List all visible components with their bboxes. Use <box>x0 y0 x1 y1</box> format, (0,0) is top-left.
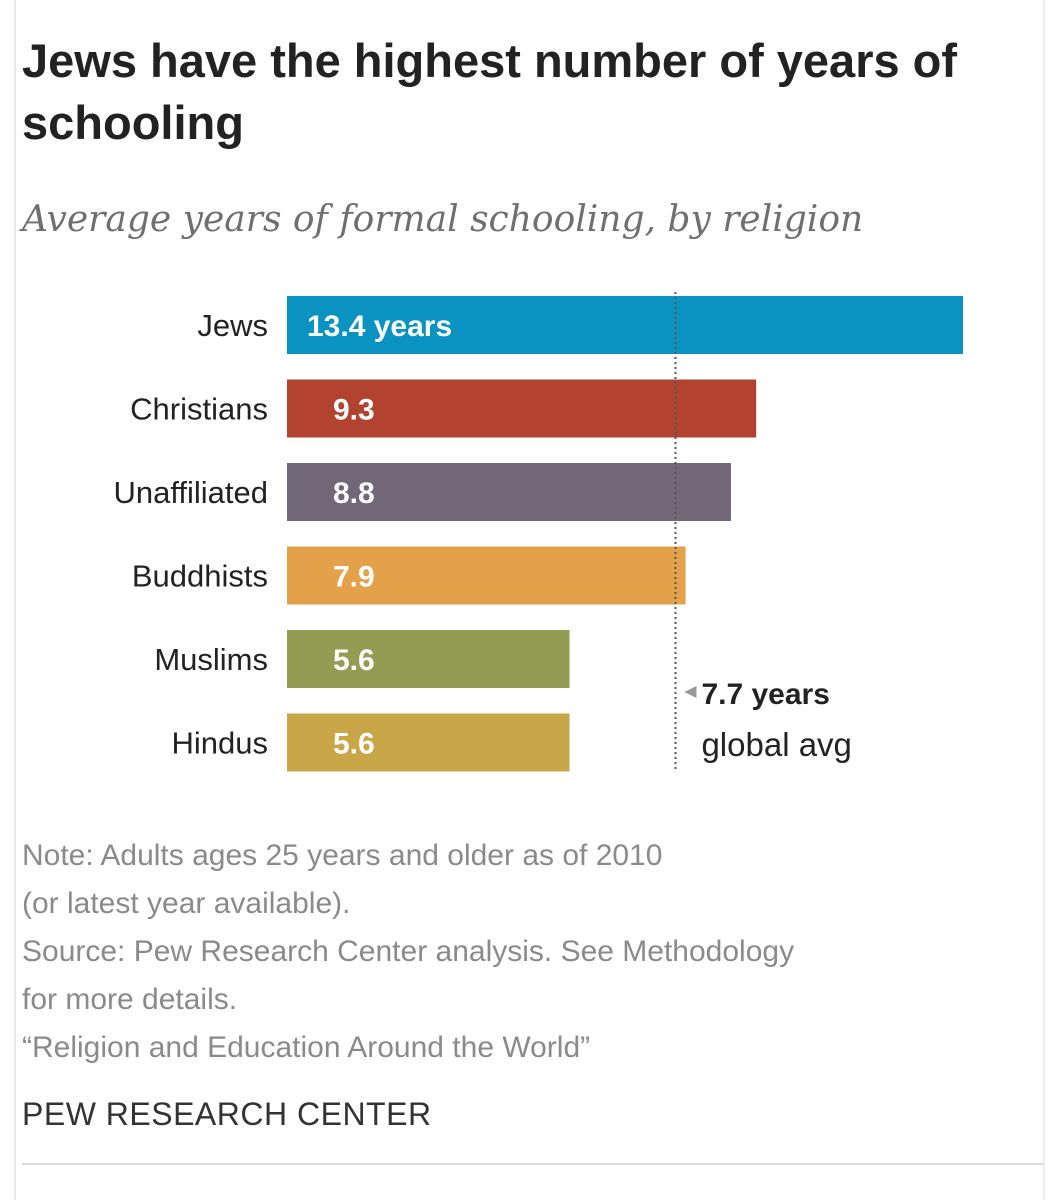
value-label: 5.6 <box>333 728 375 761</box>
bar-muslims <box>287 630 570 688</box>
category-label: Christians <box>130 392 268 427</box>
frame-left-border <box>14 0 16 1200</box>
value-label: 5.6 <box>333 644 375 677</box>
value-label: 8.8 <box>333 477 375 510</box>
category-label: Buddhists <box>132 559 268 594</box>
global-average-value: 7.7 years <box>701 678 829 711</box>
value-label: 13.4 years <box>307 310 452 343</box>
category-label: Unaffiliated <box>113 475 268 510</box>
brand-logo-text: PEW RESEARCH CENTER <box>22 1096 432 1132</box>
bar-buddhists <box>287 546 686 605</box>
value-label: 7.9 <box>333 561 375 594</box>
source-line: Source: Pew Research Center analysis. Se… <box>22 935 795 968</box>
bar-unaffiliated <box>287 463 731 521</box>
pointer-arrow-icon <box>684 686 697 698</box>
report-title-line: “Religion and Education Around the World… <box>22 1031 591 1064</box>
bar-jews <box>287 296 964 354</box>
chart-title: Jews have the highest number of years of… <box>22 34 958 149</box>
bar-chart: Jews 13.4 years Christians 9.3 Unaffiliated 8… <box>113 292 964 772</box>
value-label: 9.3 <box>333 394 375 427</box>
global-average-caption: global avg <box>701 726 851 763</box>
bottom-divider <box>22 1163 1043 1165</box>
chart-note: Note: Adults ages 25 years and older as … <box>22 832 1022 1072</box>
category-label: Hindus <box>172 726 269 761</box>
bar-christians <box>287 379 757 438</box>
note-line: (or latest year available). <box>22 887 351 920</box>
frame-right-border <box>1043 0 1045 1200</box>
category-label: Jews <box>197 308 268 343</box>
bar-hindus <box>287 713 570 772</box>
source-line: for more details. <box>22 983 238 1016</box>
category-label: Muslims <box>154 642 268 677</box>
chart-subtitle: Average years of formal schooling, by re… <box>22 199 864 240</box>
note-line: Note: Adults ages 25 years and older as … <box>22 839 663 872</box>
